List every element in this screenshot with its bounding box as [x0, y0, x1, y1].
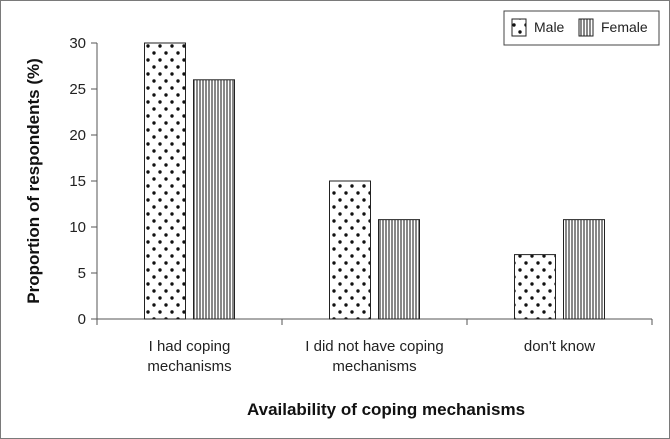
bar-male-1	[144, 42, 186, 320]
y-tick-label: 20	[69, 127, 86, 144]
x-axis-title: Availability of coping mechanisms	[247, 400, 525, 419]
bar-female-3	[563, 219, 605, 320]
y-tick-label: 30	[69, 35, 86, 52]
labels: I had coping mechanisms I did not have cop…	[147, 338, 595, 375]
y-tick-label: 15	[69, 173, 86, 190]
category-label: don't know	[524, 338, 595, 355]
bar-female-1	[193, 79, 235, 320]
legend: Male Female	[503, 10, 660, 46]
category-label: mechanisms	[332, 358, 416, 375]
y-tick-label: 5	[78, 265, 86, 282]
legend-swatch-female	[578, 18, 594, 37]
legend-swatch-male	[511, 18, 527, 37]
bar-male-2	[329, 180, 371, 320]
y-tick-label: 25	[69, 81, 86, 98]
y-axis-title: Proportion of respondents (%)	[24, 58, 43, 304]
legend-label-female: Female	[601, 19, 648, 35]
bar-female-2	[378, 219, 420, 320]
axes: 0 5 10 15 20 25 30	[69, 35, 653, 328]
category-label: mechanisms	[147, 358, 231, 375]
bar-male-3	[514, 254, 556, 320]
legend-label-male: Male	[534, 19, 565, 35]
category-label: I did not have coping	[305, 338, 443, 355]
y-tick-label: 0	[78, 311, 86, 328]
category-label: I had coping	[149, 338, 231, 355]
bars	[144, 42, 605, 320]
y-tick-label: 10	[69, 219, 86, 236]
